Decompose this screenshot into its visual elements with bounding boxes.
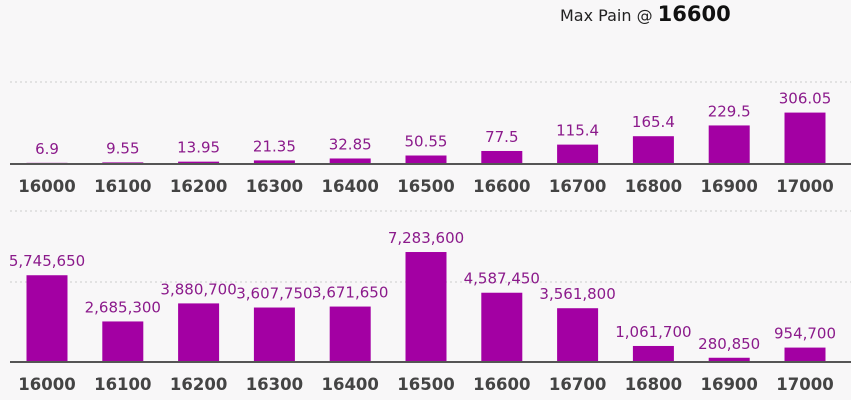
data-label-premium-16900: 229.5 [708, 102, 751, 120]
x-tick-open-interest-16800: 16800 [625, 375, 682, 394]
data-label-open-interest-16700: 3,561,800 [539, 285, 615, 303]
x-tick-premium-16500: 16500 [397, 177, 454, 196]
bar-open-interest-16700 [557, 308, 599, 362]
x-tick-open-interest-16100: 16100 [94, 375, 151, 394]
data-label-open-interest-16100: 2,685,300 [85, 298, 161, 316]
x-tick-premium-16100: 16100 [94, 177, 151, 196]
data-label-open-interest-16400: 3,671,650 [312, 284, 388, 302]
x-tick-premium-16900: 16900 [700, 177, 757, 196]
bar-open-interest-17000 [784, 347, 826, 362]
bar-premium-16300 [253, 160, 295, 164]
data-label-premium-16000: 6.9 [35, 140, 59, 158]
bar-premium-16400 [329, 158, 371, 164]
max-pain-header: Max Pain @ 16600 [560, 2, 731, 26]
x-tick-premium-16300: 16300 [246, 177, 303, 196]
x-tick-open-interest-16400: 16400 [321, 375, 378, 394]
bar-premium-16900 [708, 125, 750, 164]
bar-open-interest-16600 [481, 292, 523, 362]
bar-open-interest-16300 [253, 307, 295, 362]
x-tick-open-interest-16700: 16700 [549, 375, 606, 394]
data-label-open-interest-17000: 954,700 [774, 325, 836, 343]
x-tick-open-interest-16600: 16600 [473, 375, 530, 394]
bar-open-interest-16800 [632, 345, 674, 362]
x-tick-open-interest-16500: 16500 [397, 375, 454, 394]
data-label-premium-16400: 32.85 [329, 135, 372, 153]
bar-premium-16600 [481, 150, 523, 164]
x-tick-open-interest-17000: 17000 [776, 375, 833, 394]
max-pain-prefix: Max Pain @ [560, 6, 653, 25]
bar-premium-17000 [784, 112, 826, 164]
data-label-premium-16100: 9.55 [106, 139, 139, 157]
data-label-open-interest-16900: 280,850 [698, 335, 760, 353]
x-tick-premium-16000: 16000 [18, 177, 75, 196]
bar-premium-16800 [632, 136, 674, 164]
data-label-premium-16800: 165.4 [632, 113, 675, 131]
bar-open-interest-16000 [26, 275, 68, 362]
data-label-open-interest-16300: 3,607,750 [236, 285, 312, 303]
bar-open-interest-16200 [178, 303, 220, 362]
x-tick-premium-16600: 16600 [473, 177, 530, 196]
data-label-premium-16700: 115.4 [556, 122, 599, 140]
bar-open-interest-16900 [708, 357, 750, 362]
x-tick-premium-17000: 17000 [776, 177, 833, 196]
x-tick-open-interest-16000: 16000 [18, 375, 75, 394]
x-tick-premium-16400: 16400 [321, 177, 378, 196]
bar-open-interest-16500 [405, 252, 447, 362]
bar-premium-16200 [178, 161, 220, 164]
data-label-open-interest-16000: 5,745,650 [9, 252, 85, 270]
x-tick-open-interest-16200: 16200 [170, 375, 227, 394]
x-tick-open-interest-16900: 16900 [700, 375, 757, 394]
x-tick-premium-16700: 16700 [549, 177, 606, 196]
x-tick-premium-16200: 16200 [170, 177, 227, 196]
bar-open-interest-16400 [329, 306, 371, 362]
bar-premium-16500 [405, 155, 447, 164]
data-label-premium-16300: 21.35 [253, 137, 296, 155]
data-label-premium-17000: 306.05 [779, 90, 832, 108]
x-tick-premium-16800: 16800 [625, 177, 682, 196]
max-pain-strike: 16600 [657, 2, 731, 26]
data-label-premium-16600: 77.5 [485, 128, 518, 146]
bar-premium-16700 [557, 144, 599, 164]
bar-open-interest-16100 [102, 321, 144, 362]
data-label-open-interest-16500: 7,283,600 [388, 229, 464, 247]
data-label-premium-16200: 13.95 [177, 139, 220, 157]
data-label-open-interest-16200: 3,880,700 [160, 280, 236, 298]
data-label-premium-16500: 50.55 [405, 133, 448, 151]
data-label-open-interest-16600: 4,587,450 [464, 270, 540, 288]
data-label-open-interest-16800: 1,061,700 [615, 323, 691, 341]
x-tick-open-interest-16300: 16300 [246, 375, 303, 394]
